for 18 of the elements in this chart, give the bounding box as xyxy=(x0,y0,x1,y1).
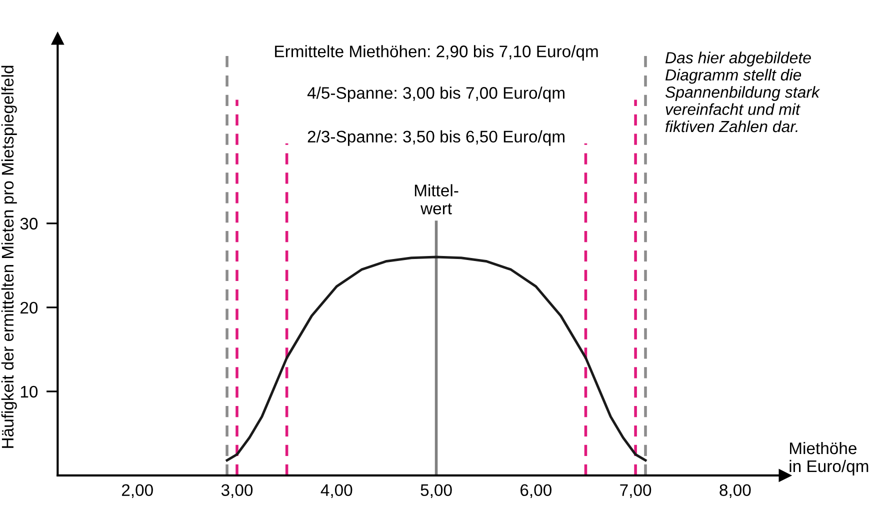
annotation: Ermittelte Miethöhen: 2,90 bis 7,10 Euro/qm xyxy=(275,45,598,61)
x-tick-label: 3,00 xyxy=(221,484,253,498)
y-tick-label: 20 xyxy=(20,302,38,314)
x-tick-label: 7,00 xyxy=(620,484,652,498)
x-tick-label: 5,00 xyxy=(420,484,452,498)
annotation: 2/3-Spanne: 3,50 bis 6,50 Euro/qm xyxy=(308,130,564,146)
ref-line-label: Mittel- wert xyxy=(414,184,458,214)
y-tick-label: 10 xyxy=(20,386,38,398)
annotation: Das hier abgebildete Diagramm stellt die Spannenbildung stark vereinfacht und mit fiktiven Zahlen dar. xyxy=(665,52,820,132)
line-series xyxy=(226,256,647,462)
x-tick-label: 2,00 xyxy=(122,484,153,498)
y-axis-title: Häufigkeit der ermittelten Mieten pro Mietspiegelfeld xyxy=(1,66,17,448)
x-tick-label: 6,00 xyxy=(520,484,552,498)
x-tick-label: 8,00 xyxy=(720,484,751,498)
annotation: 4/5-Spanne: 3,00 bis 7,00 Euro/qm xyxy=(307,86,564,102)
x-tick-label: 4,00 xyxy=(320,484,352,498)
y-tick-label: 30 xyxy=(20,218,38,230)
x-axis-title: Miethöhe in Euro/qm xyxy=(790,442,868,476)
